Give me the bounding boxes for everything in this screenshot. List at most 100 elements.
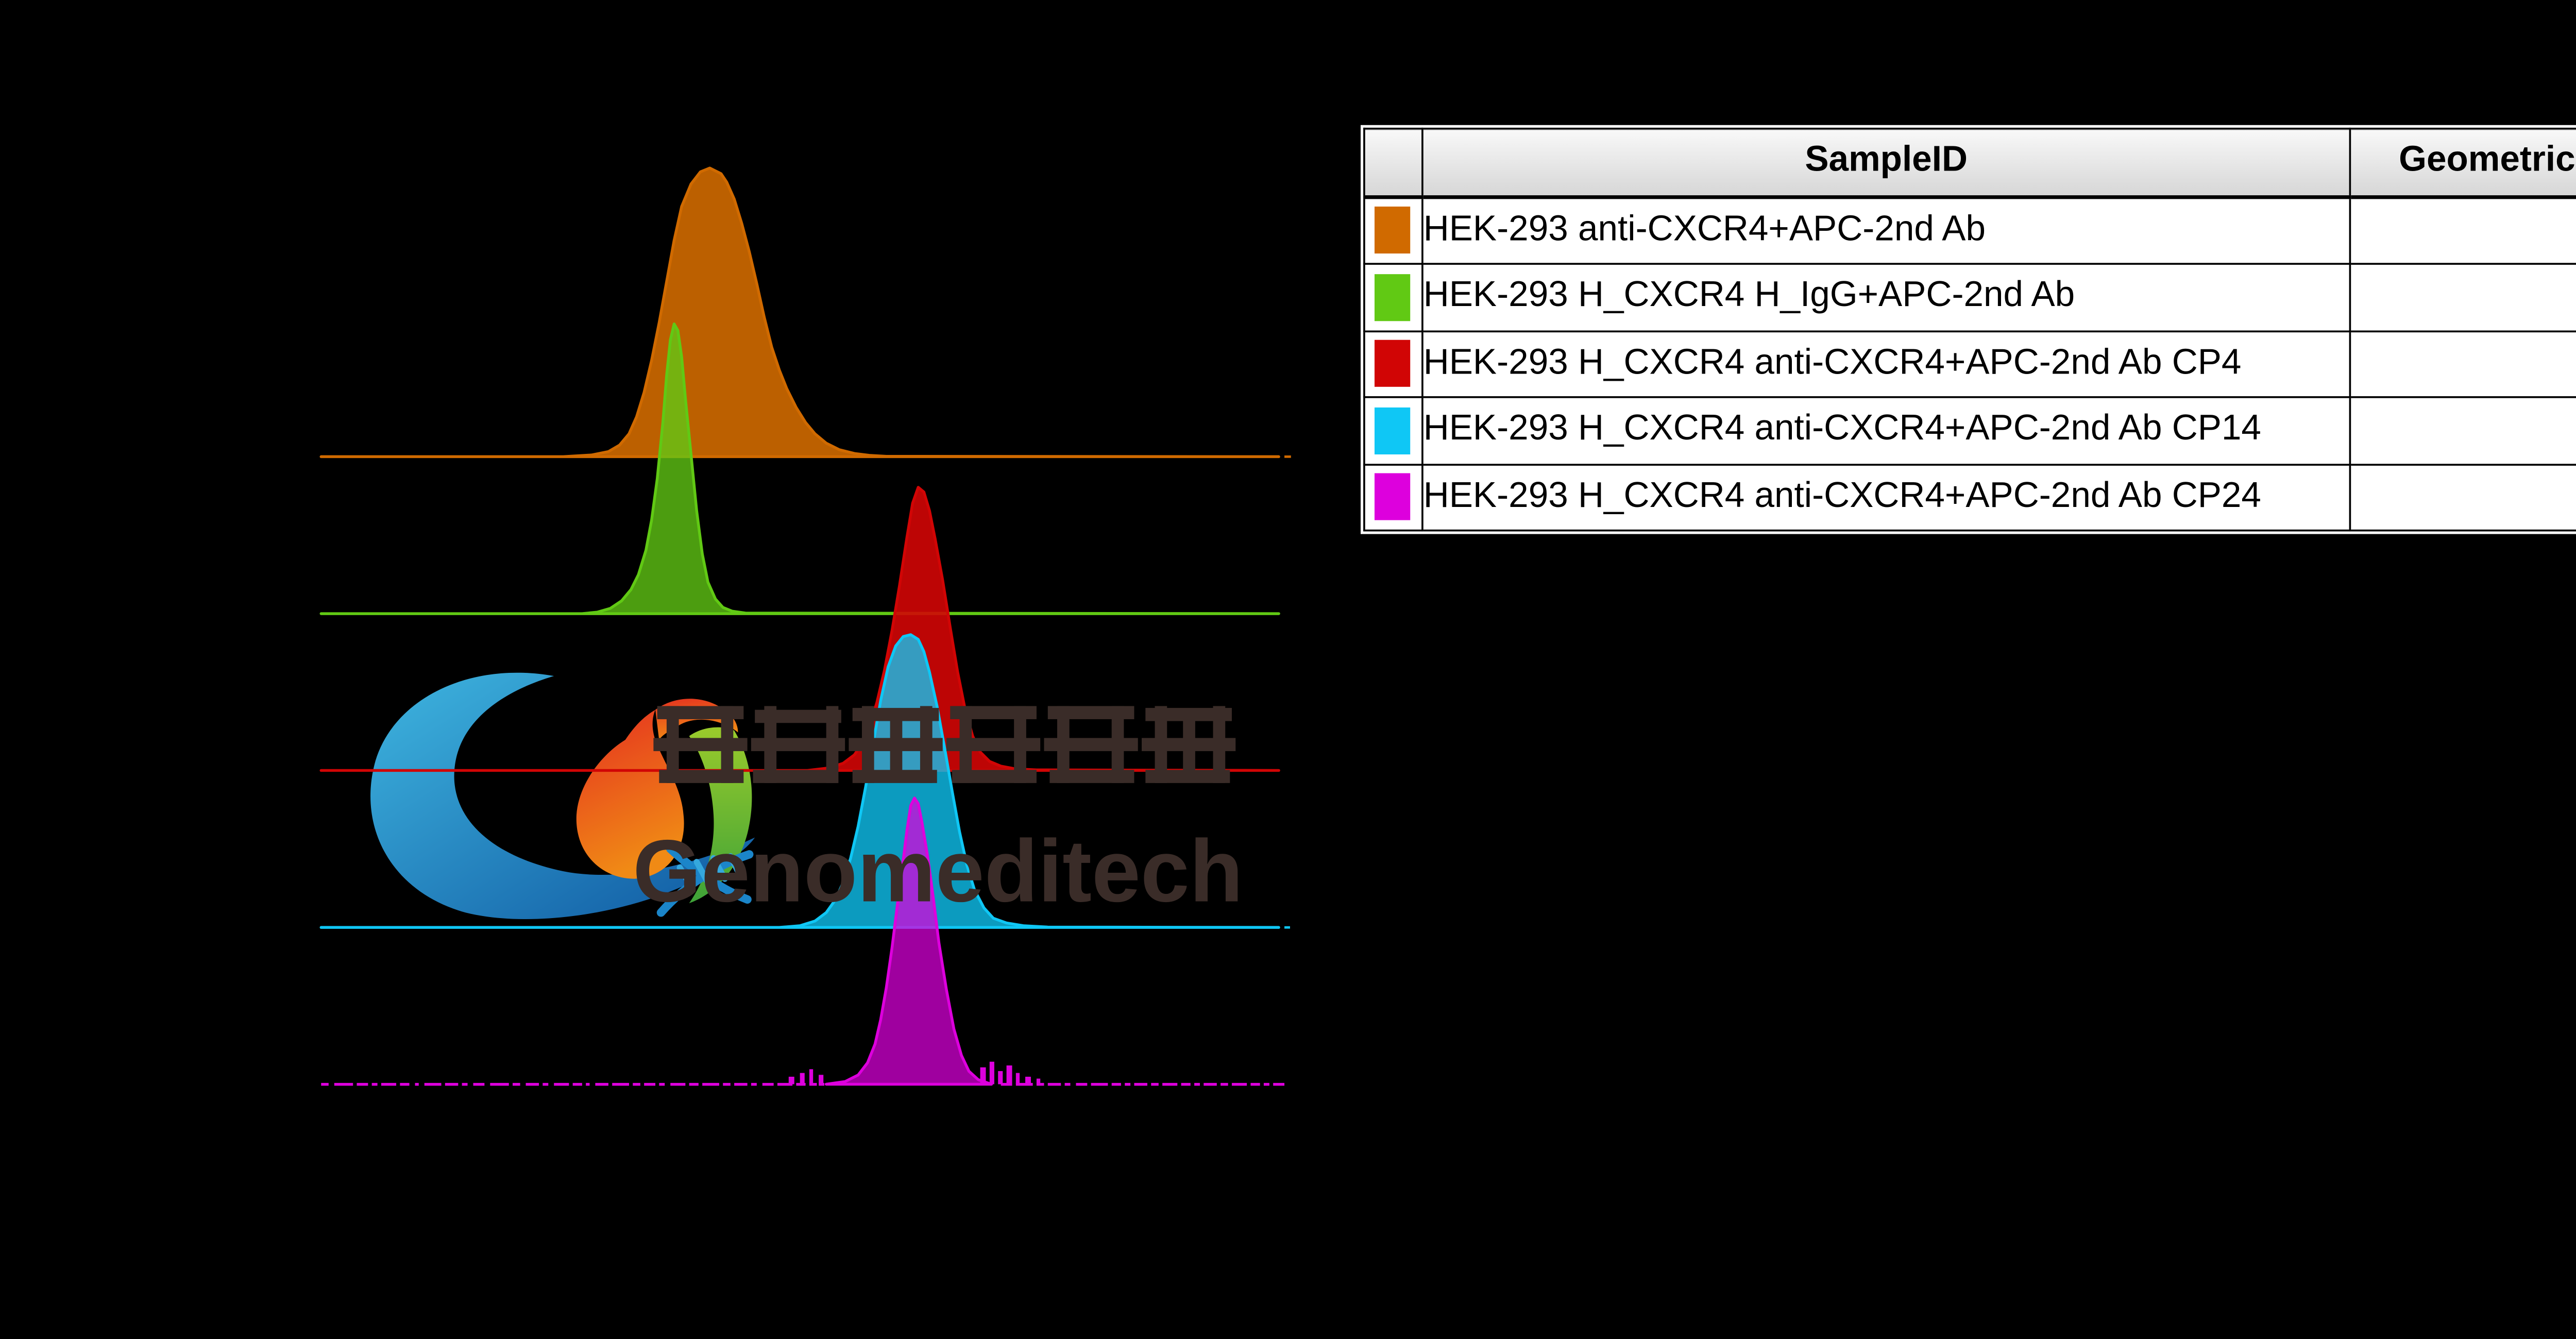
cjk-watermark-glyph-stroke [959,706,972,783]
histogram-curve-3 [319,633,1280,929]
baseline-noise-dash [644,1082,656,1086]
table-header-row: SampleID Geometric Mean : FL11-H [1363,127,2576,198]
swatch-cell [1363,263,1423,332]
header-swatch-cell [1363,127,1423,198]
watermark-text-layer: Genomeditech [633,706,1243,920]
sample-id-cell: HEK-293 H_CXCR4 anti-CXCR4+APC-2nd Ab CP… [1421,396,2351,465]
baseline-noise-blip [980,1067,986,1084]
sample-id-cell: HEK-293 H_CXCR4 anti-CXCR4+APC-2nd Ab CP… [1421,463,2351,532]
baseline-noise-dash [1221,1082,1228,1086]
baseline-noise-dash [381,1082,397,1086]
baseline-noise-blip [800,1073,805,1084]
sample-id-cell: HEK-293 anti-CXCR4+APC-2nd Ab [1421,195,2351,265]
baseline-noise-dash [1250,1082,1260,1086]
baseline-noise-dash [1162,1082,1178,1086]
baseline-noise-dash [415,1082,419,1086]
cjk-watermark-text [653,706,1236,783]
baseline-noise-dash [572,1082,582,1086]
cjk-watermark-glyph-stroke [861,706,874,783]
baseline-noise-dash [1047,1082,1061,1086]
baseline-noise-dash [462,1082,468,1086]
baseline-noise-blip [1006,1065,1012,1084]
header-sample-id: SampleID [1421,127,2351,198]
baseline-noise-dash [357,1082,368,1086]
baseline-noise-blip [989,1061,994,1084]
histogram-curve-0 [319,166,1280,459]
baseline-noise-dash [762,1082,774,1086]
baseline-noise-dash [586,1082,590,1086]
sample-color-swatch [1374,274,1411,321]
cjk-watermark-glyph-stroke [1183,719,1195,776]
baseline-noise-blip [809,1069,814,1084]
sample-id-cell: HEK-293 H_CXCR4 H_IgG+APC-2nd Ab [1421,263,2351,332]
baseline-noise-dash [424,1082,442,1086]
table-row: HEK-293 H_CXCR4 anti-CXCR4+APC-2nd Ab CP… [1363,396,2576,465]
sample-color-swatch [1374,473,1411,521]
baseline-noise-dash [1015,1082,1033,1086]
baseline-noise-dash [1231,1082,1247,1086]
geo-mean-cell: 6626 [2349,195,2576,265]
swatch-cell [1363,329,1423,398]
sample-color-swatch [1374,407,1411,454]
baseline-noise-dash [400,1082,410,1086]
baseline-noise-dash [612,1082,629,1086]
baseline-noise-dash [490,1082,509,1086]
geo-mean-cell: 4.03E5 [2349,463,2576,532]
histogram-series-0 [319,166,1291,459]
baseline-noise-blip [998,1071,1003,1084]
statistics-table: SampleID Geometric Mean : FL11-H HEK-293… [1363,127,2576,532]
baseline-noise-dash [1125,1082,1131,1086]
baseline-noise-dash [809,1082,817,1086]
baseline-noise-dash [670,1082,686,1086]
histogram-curve-1 [319,322,1280,615]
baseline-noise-dash [513,1082,520,1086]
cjk-watermark-glyph-stroke [1213,706,1226,783]
cjk-watermark-glyph-stroke [1155,706,1167,783]
cjk-watermark-glyph-stroke [764,706,777,783]
baseline-noise-dash [734,1082,748,1086]
baseline-noise-dash [334,1082,353,1086]
sample-id-cell: HEK-293 H_CXCR4 anti-CXCR4+APC-2nd Ab CP… [1421,329,2351,398]
table-row: HEK-293 H_CXCR4 anti-CXCR4+APC-2nd Ab CP… [1363,463,2576,532]
baseline-noise-dash [1181,1082,1191,1086]
logo-dna-helix-icon [656,844,754,917]
baseline-noise-blip [1015,1073,1020,1084]
baseline-noise-dash [1036,1082,1044,1086]
baseline-noise-dash [796,1082,806,1086]
baseline-noise-dash [321,1082,329,1086]
cjk-watermark-glyph-stroke [826,706,839,783]
baseline-noise-dash [1091,1082,1108,1086]
histogram-curve-4 [824,796,993,1086]
sample-color-swatch [1374,207,1411,254]
geo-mean-cell: 395656 [2349,396,2576,465]
cjk-watermark-glyph-stroke [1014,706,1026,783]
baseline-noise-dash [1134,1082,1147,1086]
baseline-noise-dash [1263,1082,1269,1086]
baseline-noise-blip [819,1075,824,1084]
baseline-noise-dash [659,1082,665,1086]
table-row: HEK-293 anti-CXCR4+APC-2nd Ab 6626 [1363,195,2576,265]
baseline-noise-dash [1204,1082,1217,1086]
baseline-noise-dash [473,1082,485,1086]
baseline-noise-blip [1036,1078,1041,1084]
histogram-series-1 [319,322,1280,615]
swatch-cell [1363,396,1423,465]
cjk-watermark-glyph-stroke [1111,706,1124,783]
baseline-noise-dash [633,1082,640,1086]
baseline-noise-dash [526,1082,539,1086]
baseline-noise-dash [751,1082,757,1086]
baseline-noise-dash [1273,1082,1285,1086]
baseline-noise-dash [371,1082,378,1086]
cjk-watermark-glyph-stroke [721,706,734,783]
cjk-watermark-glyph-stroke [920,706,933,783]
baseline-noise-dash [702,1082,719,1086]
logo-flame-icon [576,709,684,879]
geo-mean-cell: 1926 [2349,263,2576,332]
geo-mean-cell: 4.06E5 [2349,329,2576,398]
table-row: HEK-293 H_CXCR4 H_IgG+APC-2nd Ab 1926 [1363,263,2576,332]
baseline-noise-dash [1064,1082,1071,1086]
histogram-series-4 [321,796,1285,1086]
baseline-noise-dash [554,1082,569,1086]
